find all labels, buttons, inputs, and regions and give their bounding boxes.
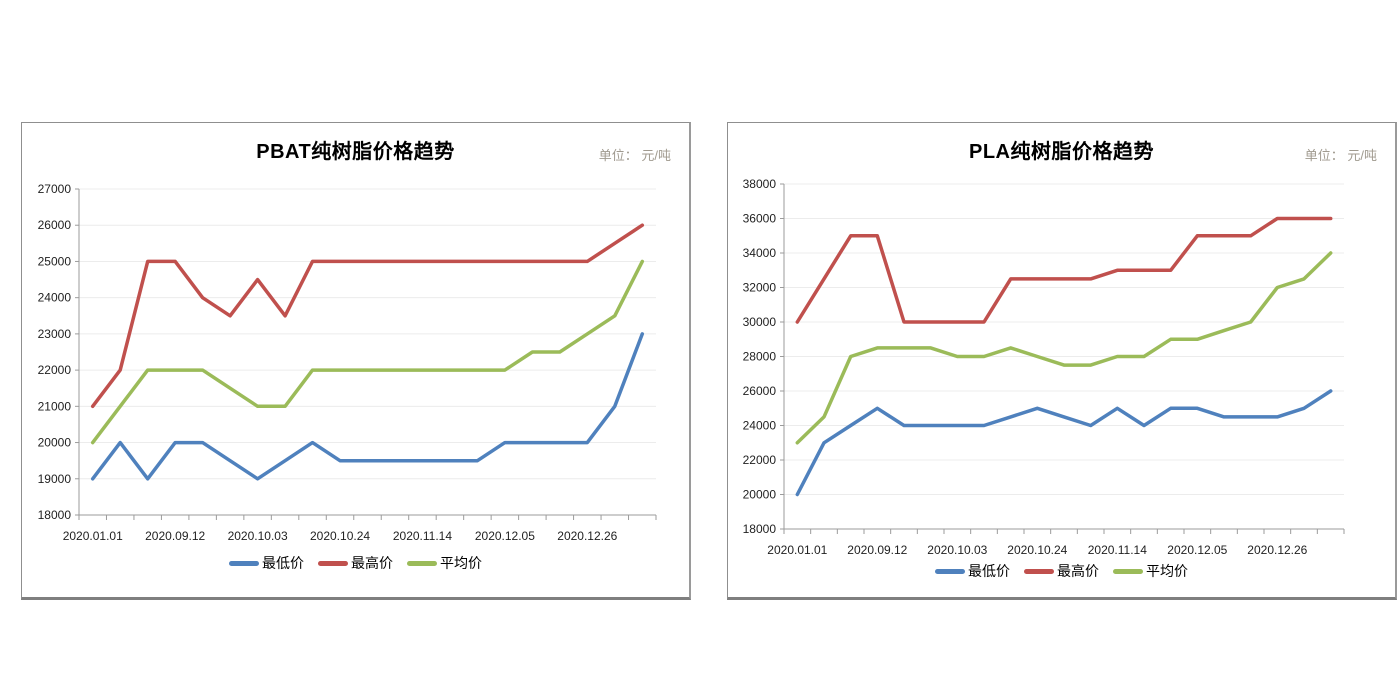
- y-axis-label: 30000: [743, 315, 777, 329]
- min-price-line: [795, 389, 1333, 497]
- unit-label: 单位： 元/吨: [1304, 148, 1377, 163]
- legend-item-max: 最高价: [318, 553, 393, 573]
- y-axis-label: 36000: [743, 212, 777, 226]
- max-price-line: [795, 216, 1333, 324]
- y-axis-label: 24000: [743, 419, 777, 433]
- avg-price-line: [90, 259, 645, 445]
- gridlines: [780, 183, 1344, 530]
- x-axis-labels: 2020.01.01 2020.09.12 2020.10.03 2020.10.24…: [767, 543, 1307, 557]
- x-axis-label: 2020.09.12: [847, 543, 907, 557]
- max-line-swatch-icon: [1024, 568, 1054, 574]
- min-price-line: [90, 332, 645, 481]
- x-axis-label: 2020.01.01: [63, 529, 123, 543]
- x-axis-label: 2020.09.12: [145, 529, 205, 543]
- legend-label: 平均价: [1146, 563, 1188, 579]
- x-axis-label: 2020.10.24: [310, 529, 370, 543]
- legend-item-avg: 平均价: [407, 553, 482, 573]
- x-axis-label: 2020.11.14: [1088, 543, 1147, 557]
- x-axis-label: 2020.10.24: [1007, 543, 1067, 557]
- pla-plot-area: 38000 36000 34000 32000 30000 28000 26000 24000…: [743, 177, 1345, 557]
- min-line-swatch-icon: [229, 560, 259, 566]
- legend-item-min: 最低价: [935, 561, 1010, 581]
- y-axis-label: 20000: [743, 488, 777, 502]
- max-price-line: [90, 223, 645, 409]
- legend-label: 最低价: [262, 555, 304, 571]
- avg-line-swatch-icon: [1113, 568, 1143, 574]
- y-axis-label: 19000: [38, 472, 72, 486]
- legend-label: 最高价: [351, 555, 393, 571]
- gridlines: [75, 188, 656, 516]
- y-axis-label: 18000: [38, 508, 72, 522]
- avg-price-line: [795, 251, 1333, 445]
- x-axis-label: 2020.10.03: [927, 543, 987, 557]
- x-axis-ticks: [783, 529, 1345, 534]
- y-axis-label: 22000: [743, 453, 777, 467]
- legend-label: 平均价: [440, 555, 482, 571]
- y-axis-label: 32000: [743, 281, 777, 295]
- chart-title: PBAT纯树脂价格趋势: [256, 141, 455, 163]
- max-line-swatch-icon: [318, 560, 348, 566]
- avg-line-swatch-icon: [407, 560, 437, 566]
- chart-legend: 最低价 最高价 平均价: [22, 553, 689, 573]
- unit-label: 单位： 元/吨: [598, 148, 671, 163]
- chart-title: PLA纯树脂价格趋势: [969, 141, 1154, 163]
- y-axis-label: 23000: [38, 327, 72, 341]
- pbat-chart-panel: 27000 26000 25000 24000 23000 22000 21000 20000…: [21, 122, 691, 600]
- chart-legend: 最低价 最高价 平均价: [728, 561, 1395, 581]
- legend-item-max: 最高价: [1024, 561, 1099, 581]
- x-axis-label: 2020.12.26: [557, 529, 617, 543]
- y-axis-label: 25000: [38, 254, 72, 268]
- y-axis-label: 27000: [38, 182, 72, 196]
- pbat-plot-area: 27000 26000 25000 24000 23000 22000 21000 20000…: [38, 182, 657, 543]
- x-axis-ticks: [78, 515, 657, 520]
- y-axis-label: 18000: [743, 522, 777, 536]
- x-axis-label: 2020.12.05: [475, 529, 535, 543]
- y-axis-label: 26000: [743, 384, 777, 398]
- y-axis-label: 26000: [38, 218, 72, 232]
- legend-label: 最高价: [1057, 563, 1099, 579]
- x-axis-label: 2020.10.03: [228, 529, 288, 543]
- y-axis-label: 22000: [38, 363, 72, 377]
- x-axis-label: 2020.12.05: [1167, 543, 1227, 557]
- legend-item-avg: 平均价: [1113, 561, 1188, 581]
- y-axis-label: 28000: [743, 350, 777, 364]
- pla-chart-panel: 38000 36000 34000 32000 30000 28000 26000 24000…: [727, 122, 1397, 600]
- y-axis-labels: 38000 36000 34000 32000 30000 28000 26000 24000…: [743, 177, 777, 536]
- x-axis-label: 2020.12.26: [1247, 543, 1307, 557]
- x-axis-label: 2020.01.01: [767, 543, 827, 557]
- y-axis-label: 34000: [743, 246, 777, 260]
- min-line-swatch-icon: [935, 568, 965, 574]
- y-axis-labels: 27000 26000 25000 24000 23000 22000 21000 20000…: [38, 182, 72, 522]
- y-axis-label: 20000: [38, 436, 72, 450]
- x-axis-label: 2020.11.14: [393, 529, 452, 543]
- y-axis-label: 38000: [743, 177, 777, 191]
- y-axis-label: 21000: [38, 399, 72, 413]
- legend-item-min: 最低价: [229, 553, 304, 573]
- y-axis-label: 24000: [38, 291, 72, 305]
- x-axis-labels: 2020.01.01 2020.09.12 2020.10.03 2020.10.24…: [63, 529, 618, 543]
- legend-label: 最低价: [968, 563, 1010, 579]
